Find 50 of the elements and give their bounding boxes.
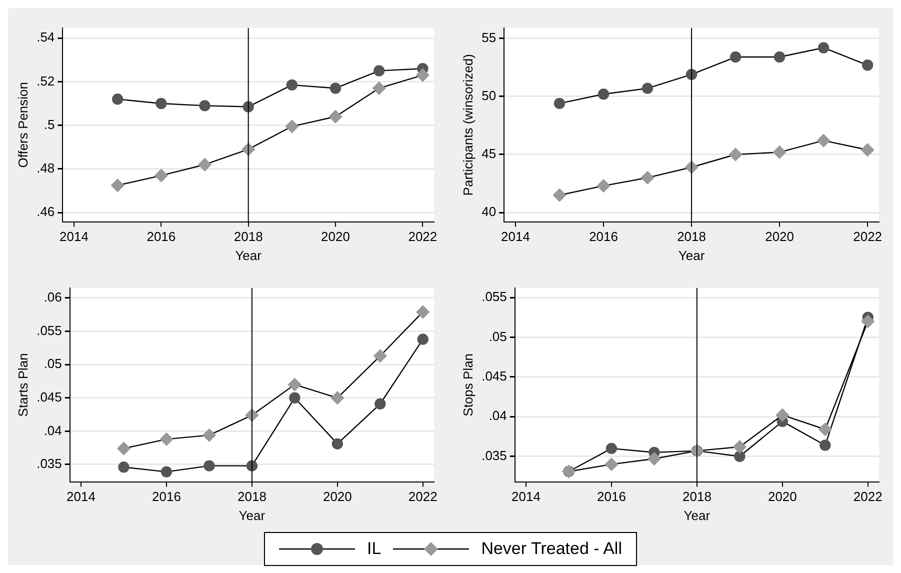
y-tick-label: .04 — [44, 422, 62, 438]
y-tick-label: .05 — [488, 328, 507, 344]
y-tick-label: .055 — [36, 322, 62, 338]
y-tick-label: 50 — [482, 88, 496, 104]
x-tick-label: 2014 — [512, 489, 540, 504]
y-tick-label: .54 — [36, 30, 55, 45]
y-tick-label: .06 — [44, 290, 62, 305]
y-tick-label: .045 — [482, 368, 507, 384]
y-tick-label: .52 — [36, 73, 55, 88]
x-tick-label: 2020 — [765, 229, 794, 244]
y-axis-title: Stops Plan — [460, 353, 476, 416]
y-tick-label: .035 — [36, 456, 62, 472]
y-tick-label: .04 — [488, 408, 507, 424]
y-tick-label: .035 — [482, 448, 507, 463]
y-tick-label: 45 — [482, 146, 496, 162]
y-axis-title: Starts Plan — [15, 353, 30, 417]
y-tick-label: .5 — [44, 116, 55, 132]
x-tick-label: 2018 — [677, 229, 706, 244]
x-axis-title: Year — [235, 248, 262, 263]
legend-label: Never Treated - All — [481, 539, 622, 559]
y-tick-label: .48 — [36, 160, 55, 176]
x-tick-label: 2016 — [589, 229, 618, 244]
x-tick-label: 2018 — [234, 229, 263, 244]
x-tick-label: 2016 — [146, 229, 176, 244]
x-tick-label: 2022 — [853, 489, 882, 504]
y-tick-label: 40 — [482, 204, 496, 220]
y-axis-title: Offers Pension — [15, 82, 30, 168]
y-tick-label: .055 — [482, 289, 507, 304]
x-tick-label: 2022 — [408, 489, 438, 504]
x-axis-title: Year — [238, 508, 266, 523]
y-tick-label: .46 — [36, 204, 55, 220]
x-tick-label: 2016 — [597, 489, 626, 504]
x-tick-label: 2020 — [322, 489, 352, 504]
x-tick-label: 2022 — [853, 229, 882, 244]
x-axis-title: Year — [678, 248, 706, 263]
x-tick-label: 2018 — [237, 489, 266, 504]
x-tick-label: 2014 — [66, 489, 96, 504]
x-tick-label: 2014 — [501, 229, 530, 244]
y-tick-label: .05 — [44, 356, 62, 372]
x-tick-label: 2018 — [682, 489, 712, 504]
y-tick-label: .045 — [36, 389, 62, 404]
x-tick-label: 2016 — [152, 489, 181, 504]
x-tick-label: 2014 — [60, 229, 88, 244]
y-tick-label: 55 — [482, 30, 496, 46]
legend-label: IL — [367, 539, 382, 559]
x-tick-label: 2022 — [408, 229, 438, 244]
x-tick-label: 2020 — [768, 489, 797, 504]
x-tick-label: 2020 — [321, 229, 350, 244]
x-axis-title: Year — [684, 508, 711, 523]
y-axis-title: Participants (winsorized) — [460, 54, 476, 196]
